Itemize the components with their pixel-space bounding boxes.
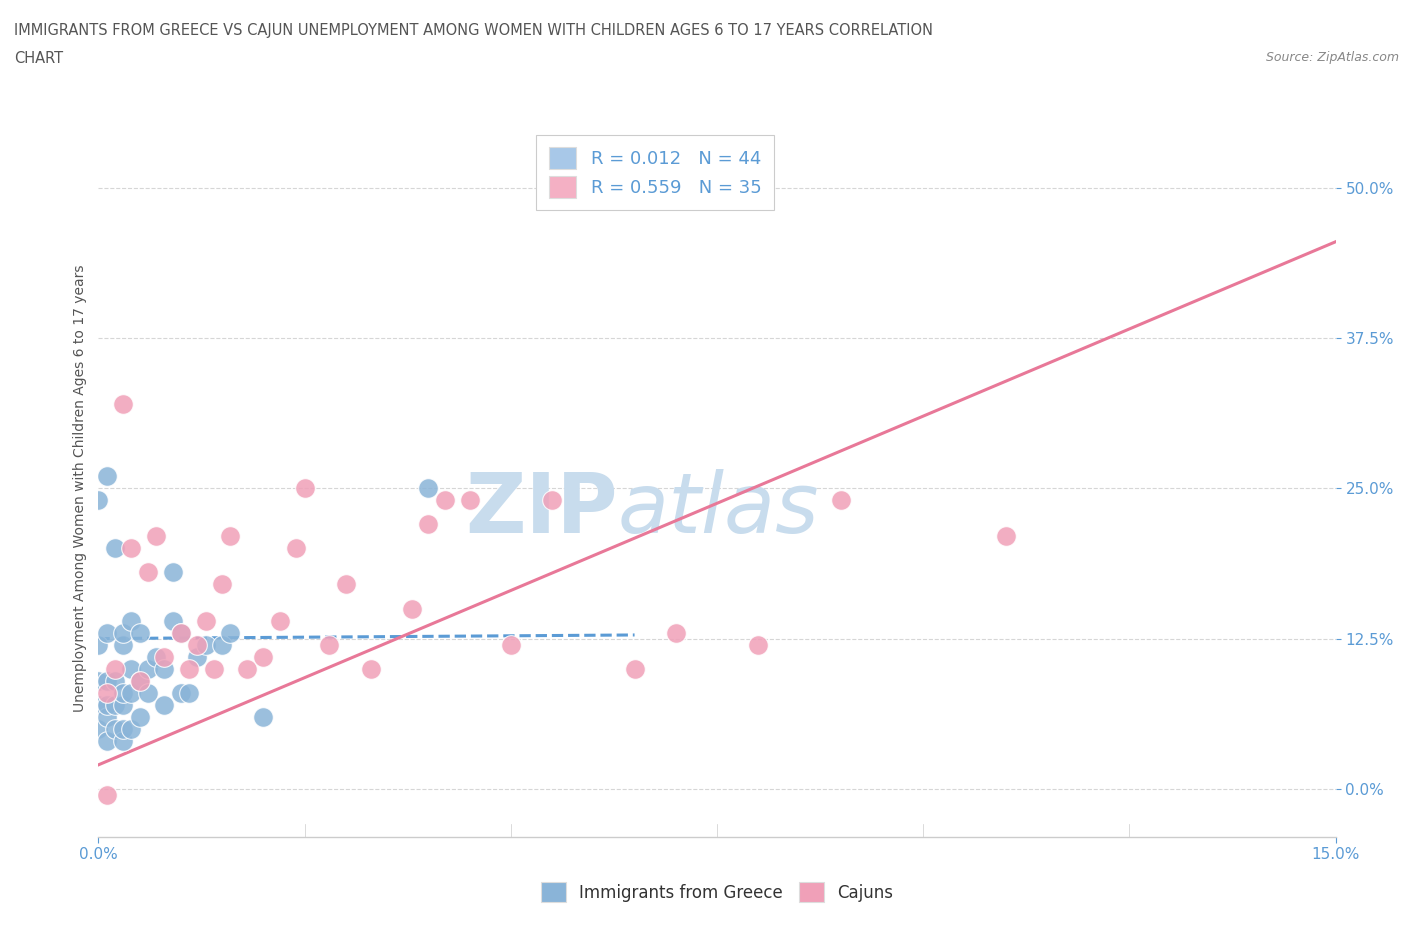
Point (458, 493, 481, 508)
Point (401, 601, 423, 616)
Legend: Immigrants from Greece, Cajuns: Immigrants from Greece, Cajuns (530, 872, 904, 912)
Text: ZIP: ZIP (465, 469, 619, 550)
Point (170, 625, 193, 640)
Point (170, 685, 193, 700)
Point (623, 661, 645, 676)
Point (179, 661, 201, 676)
Point (335, 577, 357, 591)
Point (128, 710, 150, 724)
Text: atlas: atlas (619, 469, 820, 550)
Point (112, 396, 135, 411)
Point (145, 649, 167, 664)
Point (96, 685, 118, 700)
Point (87, 637, 110, 652)
Point (252, 649, 274, 664)
Point (747, 637, 769, 652)
Point (96, 734, 118, 749)
Point (96, 710, 118, 724)
Point (112, 722, 135, 737)
Point (136, 661, 159, 676)
Point (186, 649, 208, 664)
Point (112, 698, 135, 712)
Point (162, 565, 184, 580)
Point (153, 649, 176, 664)
Point (136, 685, 159, 700)
Point (87, 673, 110, 688)
Point (87, 493, 110, 508)
Point (112, 685, 135, 700)
Point (211, 577, 233, 591)
Point (186, 637, 208, 652)
Point (179, 685, 201, 700)
Point (128, 625, 150, 640)
Point (96, 673, 118, 688)
Point (202, 661, 225, 676)
Point (96, 625, 118, 640)
Y-axis label: Unemployment Among Women with Children Ages 6 to 17 years: Unemployment Among Women with Children A… (73, 264, 87, 712)
Point (360, 661, 382, 676)
Point (433, 493, 456, 508)
Point (120, 613, 142, 628)
Point (830, 493, 852, 508)
Text: Source: ZipAtlas.com: Source: ZipAtlas.com (1265, 51, 1399, 64)
Point (120, 722, 142, 737)
Point (112, 734, 135, 749)
Point (665, 625, 688, 640)
Point (153, 698, 176, 712)
Point (136, 565, 159, 580)
Point (153, 661, 176, 676)
Point (418, 517, 440, 532)
Point (162, 613, 184, 628)
Point (269, 613, 291, 628)
Point (104, 673, 127, 688)
Point (87, 722, 110, 737)
Point (128, 673, 150, 688)
Point (994, 529, 1017, 544)
Point (236, 661, 259, 676)
Point (145, 529, 167, 544)
Point (194, 637, 217, 652)
Point (170, 625, 193, 640)
Point (219, 625, 242, 640)
Point (194, 613, 217, 628)
Text: CHART: CHART (14, 51, 63, 66)
Point (104, 722, 127, 737)
Point (112, 637, 135, 652)
Point (87, 698, 110, 712)
Point (128, 673, 150, 688)
Point (96, 698, 118, 712)
Text: IMMIGRANTS FROM GREECE VS CAJUN UNEMPLOYMENT AMONG WOMEN WITH CHILDREN AGES 6 TO: IMMIGRANTS FROM GREECE VS CAJUN UNEMPLOY… (14, 23, 934, 38)
Point (112, 625, 135, 640)
Point (120, 661, 142, 676)
Point (104, 698, 127, 712)
Point (294, 481, 316, 496)
Point (499, 637, 522, 652)
Point (219, 529, 242, 544)
Point (285, 541, 308, 556)
Point (541, 493, 564, 508)
Point (104, 541, 127, 556)
Point (120, 685, 142, 700)
Point (104, 661, 127, 676)
Point (318, 637, 340, 652)
Point (252, 710, 274, 724)
Point (96, 788, 118, 803)
Point (96, 469, 118, 484)
Point (211, 637, 233, 652)
Point (418, 481, 440, 496)
Point (120, 541, 142, 556)
